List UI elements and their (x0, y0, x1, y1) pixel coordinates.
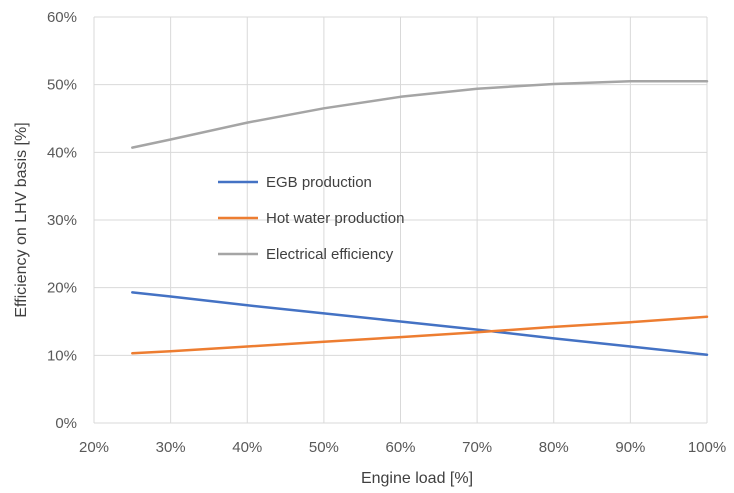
y-tick-label: 50% (47, 77, 77, 94)
legend-label: EGB production (266, 174, 372, 191)
legend-label: Electrical efficiency (266, 246, 394, 263)
y-tick-label: 60% (47, 9, 77, 26)
gridlines (93, 16, 708, 424)
y-axis-title: Efficiency on LHV basis [%] (13, 122, 30, 317)
legend-label: Hot water production (266, 210, 404, 227)
x-tick-label: 20% (79, 439, 109, 456)
x-axis-title: Engine load [%] (361, 470, 473, 487)
x-tick-label: 100% (688, 439, 726, 456)
x-tick-label: 50% (309, 439, 339, 456)
series-line-3 (131, 80, 709, 149)
series-line-2 (131, 315, 709, 355)
y-tick-label: 10% (47, 347, 77, 364)
y-tick-label: 20% (47, 280, 77, 297)
x-tick-label: 90% (615, 439, 645, 456)
x-tick-label: 80% (539, 439, 569, 456)
y-tick-label: 0% (55, 415, 77, 432)
series-line-1 (131, 291, 709, 356)
x-tick-label: 60% (385, 439, 415, 456)
series-lines (131, 80, 709, 356)
x-tick-label: 30% (156, 439, 186, 456)
x-tick-label: 70% (462, 439, 492, 456)
tick-labels: 20% 30% 40% 50% 60% 70% 80% 90% 100% 0% 10% 20% 30% 4… (47, 9, 726, 456)
y-tick-label: 30% (47, 212, 77, 229)
x-tick-label: 40% (232, 439, 262, 456)
legend: EGB production Hot water production Electr… (218, 174, 404, 263)
y-tick-label: 40% (47, 144, 77, 161)
